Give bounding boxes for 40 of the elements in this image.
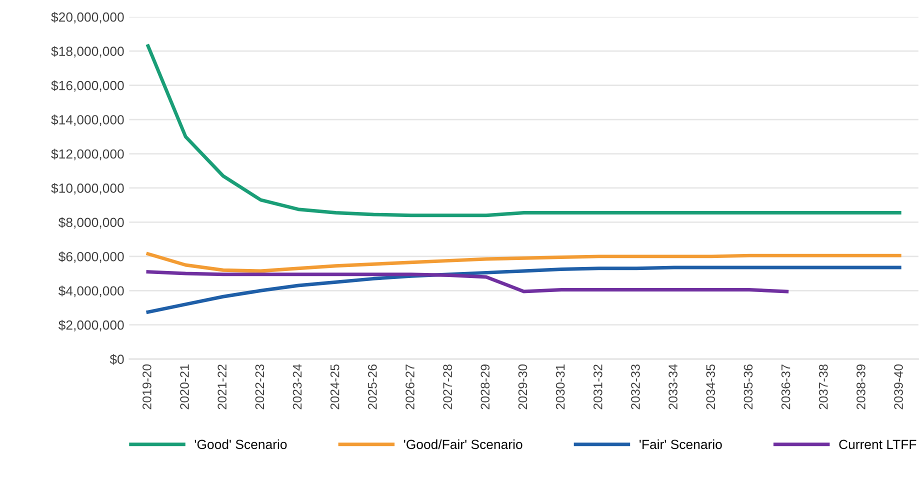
y-tick-label: $10,000,000	[51, 182, 124, 194]
x-tick-label: 2026-27	[406, 364, 414, 410]
y-tick-label: $20,000,000	[51, 12, 124, 24]
line-series	[146, 266, 902, 314]
x-tick-label: 2037-38	[818, 364, 828, 410]
x-tick-label: 2033-34	[668, 364, 678, 410]
x-tick-label: 2021-22	[218, 364, 227, 410]
x-tick-label: 2028-29	[480, 364, 490, 410]
line-series	[146, 44, 902, 218]
x-tick-label: 2030-31	[556, 364, 565, 410]
x-tick-label: 2034-35	[706, 364, 716, 410]
y-tick-label: $0	[110, 354, 124, 365]
x-tick-label: 2032-33	[631, 364, 640, 410]
y-tick-label: $16,000,000	[51, 80, 124, 92]
y-tick-label: $18,000,000	[51, 46, 124, 58]
x-tick-label: 2029-30	[518, 364, 528, 410]
x-tick-label: 2023-24	[292, 364, 302, 410]
x-tick-label: 2022-23	[255, 364, 264, 410]
y-tick-label: $2,000,000	[58, 320, 124, 332]
legend-label: 'Good' Scenario	[194, 439, 287, 450]
line-series	[146, 270, 789, 294]
y-tick-label: $8,000,000	[58, 217, 124, 229]
legend-label: 'Good/Fair' Scenario	[404, 439, 522, 450]
x-tick-label: 2020-21	[180, 364, 189, 410]
y-tick-label: $12,000,000	[51, 148, 124, 160]
x-tick-label: 2019-20	[142, 364, 152, 410]
x-tick-label: 2024-25	[330, 364, 340, 410]
x-tick-label: 2027-28	[443, 364, 452, 410]
legend-label: Current LTFF	[839, 440, 916, 450]
line-series	[146, 252, 902, 273]
x-tick-label: 2031-32	[593, 364, 602, 410]
legend-label: 'Fair' Scenario	[640, 439, 722, 450]
x-tick-label: 2035-36	[744, 364, 753, 410]
x-tick-label: 2039-40	[894, 364, 903, 410]
x-tick-label: 2038-39	[856, 364, 866, 410]
y-tick-label: $4,000,000	[58, 286, 124, 298]
y-tick-label: $14,000,000	[51, 114, 124, 126]
y-tick-label: $6,000,000	[58, 251, 124, 263]
x-tick-label: 2036-37	[781, 364, 790, 410]
x-tick-label: 2025-26	[368, 364, 377, 410]
